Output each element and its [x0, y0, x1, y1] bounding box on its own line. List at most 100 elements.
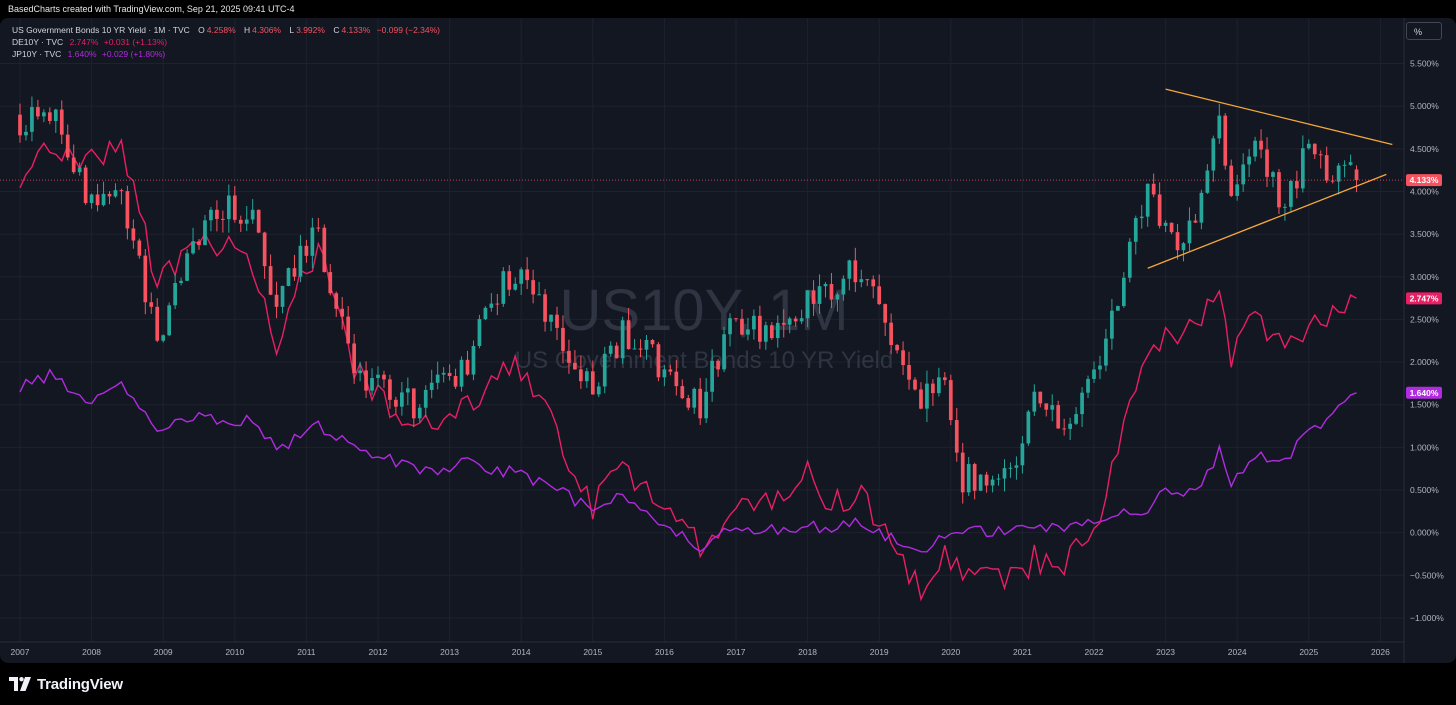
candle [937, 367, 941, 397]
candle [871, 275, 876, 299]
candle [71, 144, 76, 175]
candle [298, 234, 303, 283]
candle [1139, 204, 1144, 229]
candle [1151, 173, 1156, 198]
candle [149, 292, 154, 314]
legend-de10y-value: 2.747% [69, 37, 99, 47]
candle [752, 309, 756, 340]
candle [966, 456, 971, 496]
candle [781, 309, 786, 338]
candle [495, 293, 500, 316]
candle [865, 278, 870, 287]
y-tick-label: 4.500% [1410, 144, 1439, 154]
y-tick-label: 3.000% [1410, 272, 1439, 282]
candle [1247, 149, 1251, 178]
price-chart[interactable]: US10Y, 1M US Government Bonds 10 YR Yiel… [0, 18, 1456, 663]
candle [1056, 400, 1061, 429]
candle [1133, 215, 1138, 255]
candle [1265, 137, 1269, 187]
candle [1080, 387, 1084, 427]
legend-low: 3.992% [296, 25, 325, 35]
legend-main[interactable]: US Government Bonds 10 YR Yield · 1M · T… [12, 25, 441, 35]
candle [626, 307, 631, 350]
candle [728, 313, 732, 347]
candle [555, 306, 559, 340]
candle [543, 289, 547, 332]
x-tick-label: 2012 [369, 647, 388, 657]
x-tick-label: 2016 [655, 647, 674, 657]
candle [996, 473, 1001, 486]
legend-jp10y[interactable]: JP10Y · TVC 1.640% +0.029 (+1.80%) [12, 49, 165, 59]
candle [632, 339, 637, 350]
chart-panel[interactable]: US10Y, 1M US Government Bonds 10 YR Yiel… [0, 18, 1456, 663]
candle [209, 206, 213, 232]
candle [364, 361, 368, 399]
candle [829, 272, 834, 308]
legend-main-symbol: US Government Bonds 10 YR Yield · 1M · T… [12, 25, 190, 35]
candle [638, 339, 643, 358]
candle [483, 306, 488, 321]
us10y-candles [0, 96, 1404, 504]
y-tick-label: 5.000% [1410, 101, 1439, 111]
candle [1306, 139, 1311, 150]
candle [143, 249, 148, 315]
candle [489, 293, 494, 312]
candle [710, 349, 714, 402]
percent-scale-button[interactable]: % [1406, 22, 1442, 40]
candle [423, 385, 428, 418]
candle [746, 317, 750, 341]
trendline-upper[interactable] [1165, 88, 1393, 146]
candle [77, 162, 82, 176]
candle [459, 356, 464, 392]
x-tick-label: 2007 [11, 647, 30, 657]
candle [656, 342, 661, 382]
candle [1116, 305, 1120, 311]
candle [686, 394, 691, 411]
candle [1271, 170, 1275, 188]
series-line-de10y [19, 137, 1357, 602]
candle [531, 269, 535, 304]
candle [167, 302, 172, 337]
candle [185, 249, 189, 281]
y-tick-label: 5.500% [1410, 59, 1439, 69]
candle [1026, 409, 1031, 446]
x-tick-label: 2009 [154, 647, 173, 657]
candle [1229, 159, 1234, 198]
tradingview-logo[interactable]: TradingView [9, 675, 123, 693]
candle [1217, 103, 1222, 144]
candle [1092, 361, 1096, 384]
candle [274, 281, 279, 319]
tradingview-logo-icon [9, 677, 31, 691]
axes[interactable]: −1.000% −0.500% 0.000% 0.500% 1.000% 1.500% 2.… [0, 18, 1444, 663]
triangle-pattern[interactable] [1147, 88, 1393, 269]
y-tick-label: 1.000% [1410, 442, 1439, 452]
candle [1205, 164, 1210, 194]
candle [1068, 417, 1072, 441]
candle [95, 183, 100, 212]
candle [668, 364, 673, 376]
candle [18, 103, 22, 143]
candle [972, 462, 977, 500]
candle [1104, 328, 1108, 372]
trendline-lower[interactable] [1147, 173, 1387, 269]
candle [596, 382, 601, 398]
candle [519, 267, 524, 295]
candle [775, 315, 780, 348]
candle [244, 206, 249, 231]
candle [1348, 154, 1353, 166]
candle [42, 109, 46, 123]
candle [799, 309, 804, 325]
last-value-label-de10y: 2.747% [1406, 292, 1442, 305]
candle [1318, 150, 1323, 169]
x-tick-label: 2013 [440, 647, 459, 657]
candle [590, 360, 595, 395]
y-tick-label: 1.500% [1410, 400, 1439, 410]
legend-de10y[interactable]: DE10Y · TVC 2.747% +0.031 (+1.13%) [12, 37, 167, 47]
candle [1032, 384, 1037, 416]
candle [316, 218, 321, 232]
candle [662, 365, 667, 387]
candle [567, 339, 571, 374]
candle [113, 183, 118, 198]
candle [471, 340, 476, 381]
x-tick-label: 2017 [727, 647, 746, 657]
